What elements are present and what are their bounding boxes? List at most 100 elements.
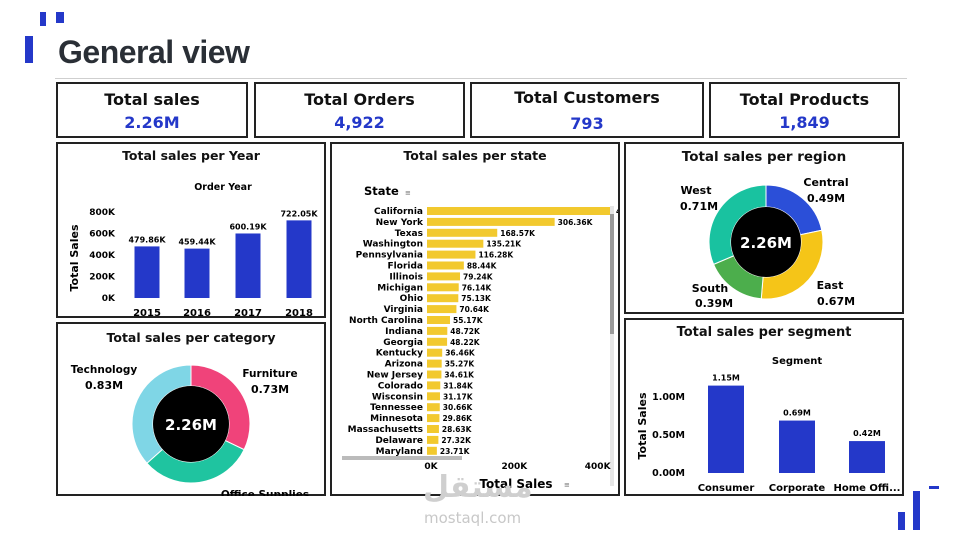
scrollbar-track [610,206,614,486]
y-tick-label: 800K [89,208,116,218]
kpi-label: Total sales [104,90,200,109]
kpi-label: Total Products [739,90,870,109]
donut-hole [731,207,801,277]
state-label-minnesota: Minnesota [370,414,423,424]
data-label: 30.66K [443,403,474,412]
y-axis-label: State [364,184,399,198]
data-label: 28.63K [442,425,473,434]
data-label: 55.17K [453,316,484,325]
legend-name-east: East [817,279,844,292]
data-label: 48.72K [450,327,481,336]
data-label: 135.21K [486,240,522,249]
data-label: 70.64K [459,305,490,314]
chart-subtitle: Order Year [194,182,252,193]
watermark-brand: مستقل [423,470,533,505]
data-label: 116.28K [478,251,514,260]
data-label: 0.69M [783,409,811,418]
chart-title: Total sales per region [681,149,847,165]
state-label-ohio: Ohio [400,294,423,304]
brand-mark-top-left-3 [25,36,33,63]
bar-pennsylvania [427,250,476,259]
bar-tennessee [427,403,440,412]
y-axis-label: Total Sales [636,392,649,459]
state-label-california: California [374,207,423,217]
chart-title: Total sales per Year [122,148,260,163]
x-tick-label: 2016 [183,308,211,316]
x-tick-label: 0K [424,462,438,472]
center-label: 2.26M [165,416,217,434]
watermark-url: mostaql.com [424,509,522,527]
donut-hole [153,386,229,462]
state-label-north-carolina: North Carolina [349,316,423,326]
x-tick-label: Corporate [769,483,826,494]
bar-2016 [184,248,210,298]
y-tick-label: 0.00M [652,468,685,479]
data-label: 306.36K [558,218,594,227]
state-label-new-jersey: New Jersey [367,371,423,381]
chart-title: Total sales per segment [676,325,852,340]
data-label: 1.15M [712,374,740,383]
bar-corporate [779,420,815,473]
center-label: 2.26M [740,234,792,252]
data-label: 168.57K [500,229,536,238]
brand-mark-bottom-right-3 [929,486,939,489]
state-label-tennessee: Tennessee [370,403,423,413]
x-tick-label: Consumer [698,483,755,494]
data-label: 23.71K [440,447,471,456]
data-label: 76.14K [462,283,493,292]
legend-value-technology: 0.83M [85,379,123,392]
state-label-delaware: Delaware [375,436,423,446]
legend-name-technology: Technology [71,364,138,376]
bar-florida [427,261,464,270]
bar-2018 [286,220,312,298]
bar-maryland [427,446,437,455]
panel-sales-per-segment: Total sales per segment Segment Total Sal… [624,318,904,496]
data-label: 31.84K [443,381,474,390]
data-label: 446.31K [616,207,618,216]
legend-name-central: Central [803,176,848,189]
x-tick-label: 2018 [285,308,313,316]
page-title: General view [58,34,250,70]
bar-california [427,207,613,215]
kpi-label: Total Customers [514,88,660,107]
bar-texas [427,228,498,237]
state-label-washington: Washington [363,240,423,250]
bar-michigan [427,283,459,292]
y-tick-label: 200K [89,273,116,283]
kpi-value: 1,849 [779,113,830,132]
state-label-virginia: Virginia [384,305,423,315]
data-label: 27.32K [441,436,472,445]
bar-2017 [235,233,261,298]
legend-value-furniture: 0.73M [251,383,289,396]
kpi-value: 793 [570,114,604,133]
state-label-maryland: Maryland [376,447,423,457]
y-tick-label: 400K [89,251,116,261]
title-divider [55,78,907,79]
kpi-card-total-orders: Total Orders 4,922 [254,82,465,138]
legend-name-office-supplies: Office Supplies [221,489,309,496]
state-label-indiana: Indiana [385,327,423,337]
bar-delaware [427,435,439,444]
y-axis-label: Total Sales [68,224,81,291]
state-label-illinois: Illinois [389,272,423,282]
x-tick-label: 200K [501,462,528,472]
bar-minnesota [427,414,440,423]
data-label: 600.19K [229,222,267,231]
data-label: 36.46K [445,349,476,358]
scrollbar-thumb [610,214,614,334]
state-label-michigan: Michigan [377,283,423,293]
kpi-card-total-customers: Total Customers 793 [470,82,704,138]
bar-wisconsin [427,392,440,401]
state-label-florida: Florida [388,262,423,272]
bar-consumer [708,385,744,473]
legend-name-west: West [680,184,711,197]
data-label: 722.05K [280,209,318,218]
chart-title: Total sales per state [403,148,547,163]
state-label-massachusetts: Massachusetts [348,425,423,435]
legend-value-east: 0.67M [817,295,855,308]
bar-massachusetts [427,425,439,433]
y-tick-label: 600K [89,230,116,240]
chart-title: Total sales per category [106,330,276,345]
data-label: 459.44K [178,238,216,247]
brand-mark-bottom-right-1 [898,512,905,530]
